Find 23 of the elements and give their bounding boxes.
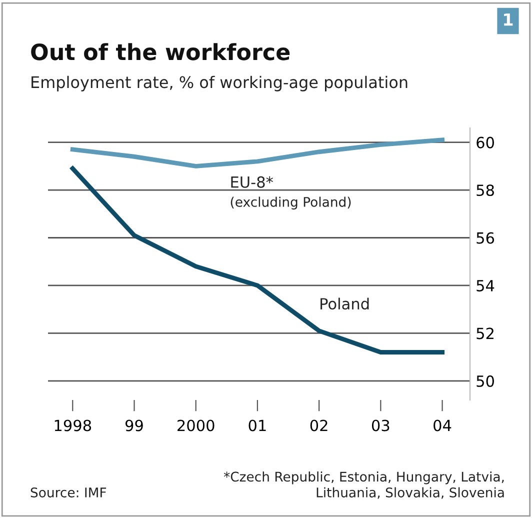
x-tick-label: 99 (125, 420, 143, 432)
y-tick-label: 60 (476, 136, 494, 148)
y-tick-label: 58 (476, 184, 494, 196)
x-tick-label: 1998 (54, 420, 92, 432)
x-tick-label: 01 (248, 420, 266, 432)
x-tick-label: 2000 (178, 420, 214, 432)
series-label: Poland (320, 298, 369, 310)
text: *Czech Republic, Estonia, Hungary, Latvia, Lithuania, Slovakia, Slovenia (224, 471, 504, 499)
x-tick-label: 02 (310, 420, 328, 432)
chart-subtitle: Employment rate, % of working-age population (32, 76, 408, 92)
y-tick-label: 50 (476, 375, 494, 387)
chart-title: Out of the workforce (31, 43, 290, 60)
text: 1 (504, 13, 513, 26)
y-tick-label: 56 (476, 232, 494, 244)
y-tick-label: 52 (476, 328, 494, 340)
source-note: Source: IMF (30, 487, 106, 498)
line-series (70, 138, 444, 168)
series-label: EU-8* (231, 176, 273, 188)
x-tick-label: 03 (372, 420, 390, 432)
y-tick-label: 54 (476, 280, 494, 292)
x-tick-label: 04 (434, 420, 452, 432)
annotation: (excluding Poland) (230, 196, 351, 210)
line-series (70, 166, 444, 355)
